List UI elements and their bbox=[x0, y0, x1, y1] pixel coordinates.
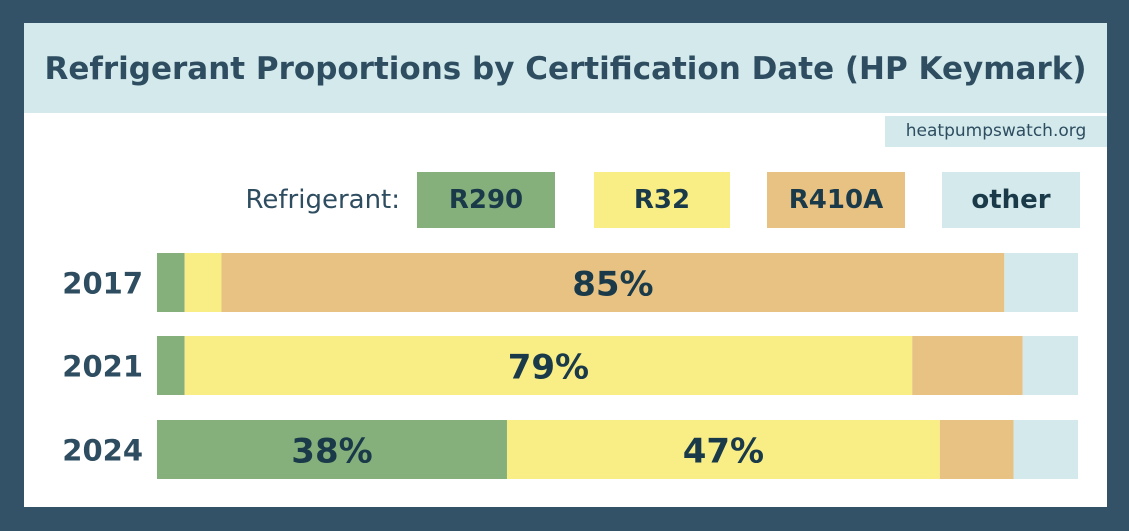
bar-segment-other-2017 bbox=[1004, 253, 1078, 312]
bar-segment-r290-2021 bbox=[157, 336, 185, 395]
bar-segment-r290-2017 bbox=[157, 253, 185, 312]
bar-segment-r410a-2017 bbox=[221, 253, 1005, 312]
bar-segment-r290-2024 bbox=[157, 420, 507, 479]
source-label: heatpumpswatch.org bbox=[885, 116, 1107, 147]
bar-segment-r32-2021 bbox=[184, 336, 913, 395]
bar-segment-r32-2017 bbox=[184, 253, 222, 312]
bar-segment-other-2024 bbox=[1013, 420, 1078, 479]
bar-segment-other-2021 bbox=[1022, 336, 1078, 395]
category-label-2024: 2024 bbox=[62, 434, 143, 468]
category-label-2021: 2021 bbox=[62, 350, 143, 384]
data-label-r32-2021: 79% bbox=[508, 348, 589, 388]
title-band bbox=[24, 23, 1107, 113]
legend-item-r410a: R410A bbox=[767, 172, 905, 228]
chart-title: Refrigerant Proportions by Certification… bbox=[44, 51, 1087, 87]
bar-segment-r410a-2024 bbox=[939, 420, 1014, 479]
data-label-r410a-2017: 85% bbox=[572, 265, 653, 305]
stacked-bar-chart: 2017 85% 2021 79% 2024 38% 47% bbox=[62, 253, 1078, 479]
data-label-r32-2024: 47% bbox=[683, 432, 764, 472]
legend-item-r32: R32 bbox=[594, 172, 730, 228]
legend-label: Refrigerant: bbox=[245, 185, 400, 215]
legend-item-other: other bbox=[942, 172, 1080, 228]
legend-item-r290: R290 bbox=[417, 172, 555, 228]
chart-card: Refrigerant Proportions by Certification… bbox=[24, 23, 1107, 507]
bar-segment-r32-2024 bbox=[506, 420, 940, 479]
category-label-2017: 2017 bbox=[62, 267, 143, 301]
data-label-r290-2024: 38% bbox=[291, 432, 372, 472]
bar-segment-r410a-2021 bbox=[912, 336, 1023, 395]
